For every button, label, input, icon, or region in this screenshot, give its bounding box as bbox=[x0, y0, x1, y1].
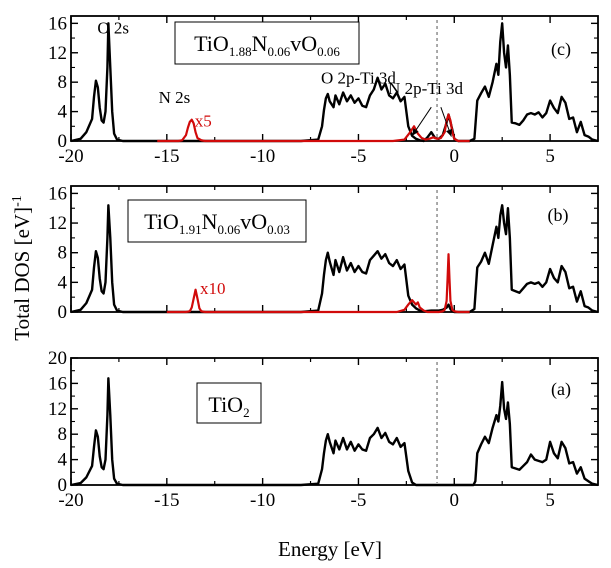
formula-subscript: 0.06 bbox=[317, 44, 340, 59]
formula-subscript: 1.88 bbox=[229, 44, 252, 59]
x-tick-label: -5 bbox=[351, 490, 367, 511]
formula-subscript: 0.03 bbox=[267, 222, 290, 237]
y-tick-label: 0 bbox=[58, 302, 68, 323]
formula-text: N bbox=[252, 31, 268, 56]
formula-subscript: 1.91 bbox=[179, 222, 202, 237]
series-total-dos bbox=[70, 22, 599, 143]
formula-box bbox=[174, 21, 360, 65]
formula-subscript: 2 bbox=[243, 405, 250, 420]
y-tick-label: 0 bbox=[58, 475, 68, 496]
panel-tag-label: (b) bbox=[548, 205, 569, 226]
series-nitrogen-dos bbox=[157, 113, 470, 143]
x-tick-label: -20 bbox=[58, 490, 83, 511]
y-axis-title-group: Total DOS [eV]-1 bbox=[10, 195, 34, 341]
arrow-head bbox=[446, 128, 453, 137]
series-total-dos bbox=[70, 204, 599, 314]
y-tick-label: 12 bbox=[48, 43, 67, 64]
x-tick-label: -5 bbox=[351, 146, 367, 167]
panel-tag-label: (c) bbox=[551, 39, 571, 60]
formula-box bbox=[196, 382, 262, 424]
series-total-dos bbox=[70, 377, 599, 487]
formula-text: vO bbox=[290, 31, 317, 56]
y-tick-label: 4 bbox=[58, 102, 68, 123]
plot-frame bbox=[70, 357, 599, 486]
x-tick-label: -10 bbox=[250, 146, 275, 167]
series-nitrogen-dos bbox=[166, 253, 470, 314]
formula-subscript: 0.06 bbox=[267, 44, 290, 59]
y-tick-label: 12 bbox=[48, 213, 67, 234]
x-tick-label: -15 bbox=[154, 490, 179, 511]
formula-label: TiO1.91N0.06vO0.03 bbox=[144, 209, 290, 237]
annotation-label: O 2s bbox=[97, 19, 129, 38]
y-tick-label: 16 bbox=[48, 13, 67, 34]
x-tick-label: 5 bbox=[545, 490, 555, 511]
y-axis-title-main: Total DOS [eV] bbox=[10, 207, 34, 341]
y-tick-label: 8 bbox=[58, 72, 68, 93]
y-tick-label: 12 bbox=[48, 399, 67, 420]
y-tick-label: 20 bbox=[48, 348, 67, 369]
annotation-label: O 2p-Ti 3d bbox=[321, 69, 396, 88]
annotation-label: N 2s bbox=[159, 88, 191, 107]
x-tick-label: 5 bbox=[545, 146, 555, 167]
x-tick-label: 0 bbox=[450, 146, 460, 167]
x-tick-label: 0 bbox=[450, 490, 460, 511]
y-axis-title: Total DOS [eV]-1 bbox=[10, 195, 34, 341]
annotation-label: x10 bbox=[200, 279, 226, 298]
annotation-label: N 2p-Ti 3d bbox=[388, 79, 463, 98]
y-tick-label: 8 bbox=[58, 424, 68, 445]
formula-label: TiO2 bbox=[208, 392, 249, 420]
panel-a: -20 -15 -10 -5 0 5 0 4 8 12 16 20 TiO2 (a) bbox=[48, 348, 599, 511]
y-tick-label: 4 bbox=[58, 272, 68, 293]
formula-box bbox=[127, 199, 307, 243]
panel-tag-label: (a) bbox=[551, 379, 571, 400]
formula-text: TiO bbox=[144, 209, 179, 234]
formula-text: TiO bbox=[208, 392, 243, 417]
formula-text: TiO bbox=[194, 31, 229, 56]
formula-text: vO bbox=[240, 209, 267, 234]
x-axis-title: Energy [eV] bbox=[278, 537, 382, 561]
formula-subscript: 0.06 bbox=[217, 222, 240, 237]
y-tick-label: 16 bbox=[48, 373, 67, 394]
formula-text: N bbox=[202, 209, 218, 234]
y-tick-label: 4 bbox=[58, 450, 68, 471]
panel-b: 0 4 8 12 16 x10 TiO1.91N0.06vO0.03 (b) bbox=[48, 183, 599, 323]
x-tick-label: -15 bbox=[154, 146, 179, 167]
y-tick-label: 8 bbox=[58, 243, 68, 264]
x-tick-label: -20 bbox=[58, 146, 83, 167]
arrow-head bbox=[412, 128, 419, 136]
formula-label: TiO1.88N0.06vO0.06 bbox=[194, 31, 340, 59]
y-tick-label: 0 bbox=[58, 131, 68, 152]
annotation-label: x5 bbox=[195, 111, 212, 130]
y-axis-title-exponent: -1 bbox=[10, 195, 25, 207]
y-tick-label: 16 bbox=[48, 183, 67, 204]
x-tick-label: -10 bbox=[250, 490, 275, 511]
